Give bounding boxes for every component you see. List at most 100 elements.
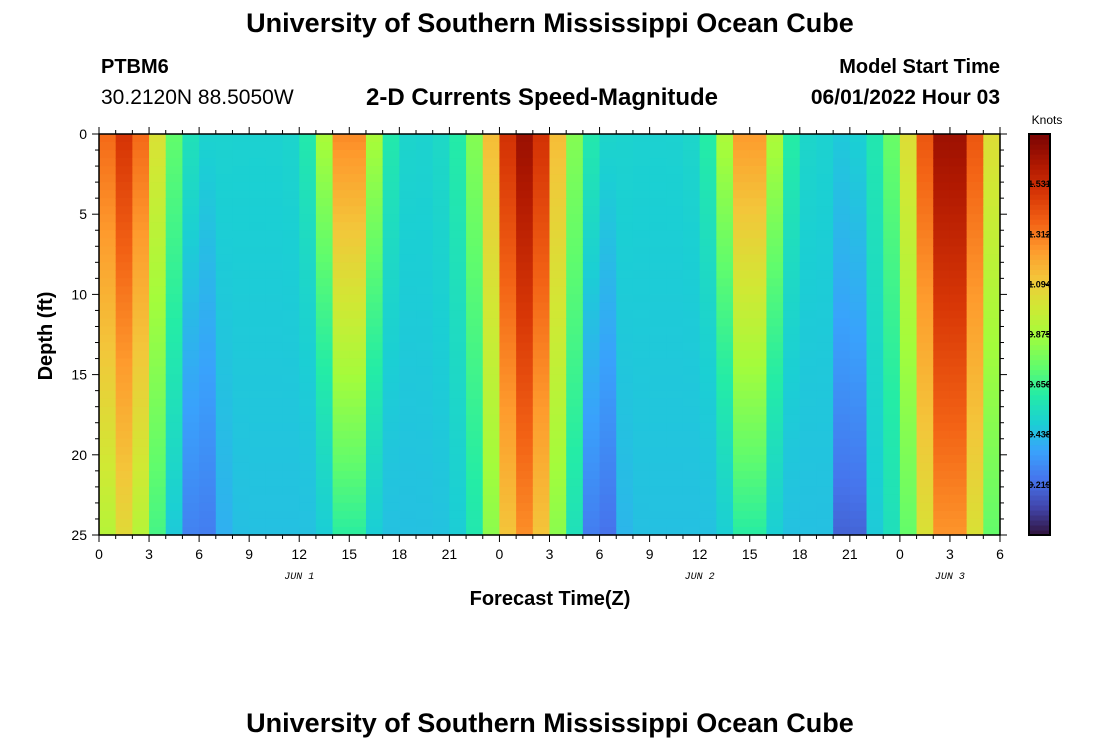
heatmap-cell <box>99 430 117 440</box>
heatmap-cell <box>816 142 834 151</box>
heatmap-cell <box>716 182 734 191</box>
heatmap-cell <box>349 182 367 191</box>
heatmap-cell <box>449 150 467 159</box>
heatmap-cell <box>399 206 417 215</box>
heatmap-cell <box>699 486 717 496</box>
heatmap-cell <box>149 518 167 528</box>
heatmap-cell <box>916 510 934 520</box>
heatmap-cell <box>632 174 651 183</box>
heatmap-cell <box>849 174 868 183</box>
heatmap-cell <box>249 390 267 400</box>
heatmap-cell <box>182 350 200 360</box>
heatmap-cell <box>616 494 634 504</box>
colorbar-segment <box>1029 359 1050 366</box>
heatmap-cell <box>916 278 934 287</box>
heatmap-cell <box>599 278 617 287</box>
heatmap-cell <box>949 462 968 472</box>
heatmap-cell <box>799 238 818 247</box>
heatmap-cell <box>733 422 751 432</box>
heatmap-cell <box>666 326 684 336</box>
heatmap-cell <box>149 174 167 183</box>
heatmap-cell <box>682 366 701 376</box>
colorbar-segment <box>1029 134 1050 140</box>
heatmap-cell <box>649 374 667 384</box>
heatmap-cell <box>616 382 634 392</box>
heatmap-cell <box>833 254 851 263</box>
heatmap-cell <box>182 422 200 432</box>
heatmap-cell <box>399 174 417 183</box>
heatmap-cell <box>365 374 384 384</box>
heatmap-cell <box>165 446 184 456</box>
heatmap-cell <box>249 462 267 472</box>
colorbar-segment <box>1029 179 1050 185</box>
heatmap-cell <box>282 382 300 392</box>
x-tick-label: 6 <box>195 546 203 562</box>
heatmap-cell <box>199 398 217 408</box>
heatmap-cell <box>682 382 701 392</box>
heatmap-cell <box>933 422 951 432</box>
colorbar-tick-label: 1.312 <box>1028 229 1051 239</box>
heatmap-cell <box>115 510 133 520</box>
heatmap-cell <box>482 478 501 488</box>
heatmap-cell <box>899 214 918 223</box>
heatmap-cell <box>332 526 350 536</box>
day-label: JUN 2 <box>685 572 715 583</box>
heatmap-cell <box>249 478 267 488</box>
heatmap-cell <box>115 278 133 287</box>
heatmap-cell <box>232 414 250 424</box>
heatmap-cell <box>549 334 567 344</box>
heatmap-cell <box>232 502 250 512</box>
heatmap-cell <box>532 134 551 143</box>
heatmap-cell <box>349 166 367 175</box>
heatmap-cell <box>966 182 984 191</box>
heatmap-cell <box>849 134 868 143</box>
heatmap-cell <box>733 454 751 464</box>
heatmap-cell <box>899 174 918 183</box>
heatmap-cell <box>416 294 434 304</box>
heatmap-cell <box>966 366 984 376</box>
heatmap-cell <box>566 166 584 175</box>
heatmap-cell <box>215 278 234 287</box>
heatmap-cell <box>365 254 384 263</box>
heatmap-cell <box>499 214 517 223</box>
heatmap-cell <box>149 462 167 472</box>
heatmap-cell <box>115 326 133 336</box>
heatmap-cell <box>349 430 367 440</box>
heatmap-cell <box>949 502 968 512</box>
heatmap-cell <box>733 222 751 231</box>
heatmap-cell <box>199 230 217 239</box>
heatmap-cell <box>532 374 551 384</box>
heatmap-cell <box>282 318 300 328</box>
heatmap-cell <box>265 462 284 472</box>
colorbar-segment <box>1029 159 1050 165</box>
heatmap-cell <box>199 222 217 231</box>
heatmap-cell <box>115 462 133 472</box>
colorbar-segment <box>1029 459 1050 466</box>
heatmap-cell <box>399 510 417 520</box>
heatmap-cell <box>332 230 350 239</box>
heatmap-cell <box>516 286 534 295</box>
heatmap-cell <box>966 526 984 536</box>
heatmap-cell <box>816 526 834 536</box>
heatmap-cell <box>115 454 133 464</box>
heatmap-cell <box>866 150 884 159</box>
colorbar-segment <box>1029 234 1050 240</box>
heatmap-cell <box>299 454 317 464</box>
heatmap-cell <box>499 398 517 408</box>
heatmap-cell <box>516 358 534 368</box>
heatmap-cell <box>432 478 450 488</box>
heatmap-cell <box>833 182 851 191</box>
heatmap-cell <box>416 518 434 528</box>
heatmap-cell <box>315 246 334 255</box>
heatmap-cell <box>99 382 117 392</box>
heatmap-cell <box>616 486 634 496</box>
heatmap-cell <box>616 222 634 231</box>
heatmap-cell <box>983 462 1001 472</box>
heatmap-cell <box>733 494 751 504</box>
heatmap-cell <box>682 486 701 496</box>
heatmap-cell <box>616 278 634 287</box>
heatmap-cell <box>916 158 934 167</box>
heatmap-cell <box>549 150 567 159</box>
heatmap-cell <box>165 382 184 392</box>
heatmap-cell <box>899 158 918 167</box>
